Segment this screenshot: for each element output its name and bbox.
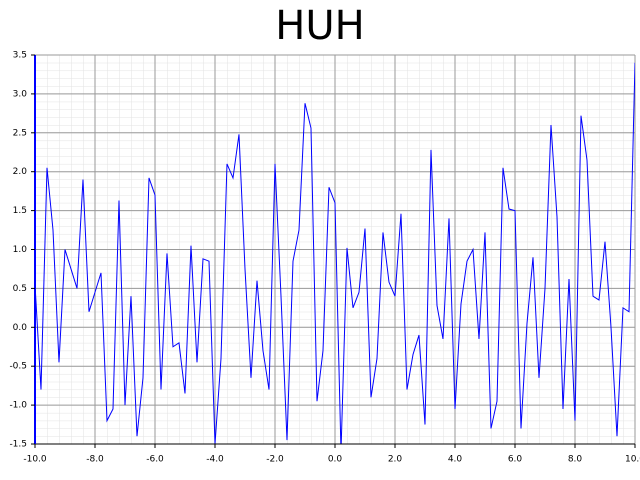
- x-tick-label: -6.0: [146, 455, 164, 465]
- y-tick-label: 0.0: [13, 323, 28, 333]
- y-tick-label: 3.5: [13, 51, 27, 61]
- x-tick-label: -2.0: [266, 455, 284, 465]
- x-tick-label: 6.0: [508, 455, 523, 465]
- data-line: [35, 62, 635, 444]
- x-tick-label: -10.0: [23, 455, 47, 465]
- y-tick-label: 2.5: [13, 128, 27, 138]
- y-tick-label: 1.5: [13, 206, 27, 216]
- x-tick-label: 2.0: [388, 455, 403, 465]
- y-tick-label: 0.5: [13, 284, 27, 294]
- y-tick-label: 1.0: [13, 245, 28, 255]
- x-tick-label: 4.0: [448, 455, 463, 465]
- y-tick-label: -1.0: [9, 401, 27, 411]
- y-tick-label: 3.0: [13, 89, 28, 99]
- x-tick-label: -8.0: [86, 455, 104, 465]
- y-tick-label: -0.5: [9, 362, 27, 372]
- x-tick-label: 0.0: [328, 455, 343, 465]
- x-tick-label: 10.0: [625, 455, 640, 465]
- x-tick-label: 8.0: [568, 455, 583, 465]
- y-tick-label: 2.0: [13, 167, 28, 177]
- chart-title: HUH: [275, 3, 364, 49]
- y-tick-label: -1.5: [9, 440, 27, 450]
- x-tick-label: -4.0: [206, 455, 224, 465]
